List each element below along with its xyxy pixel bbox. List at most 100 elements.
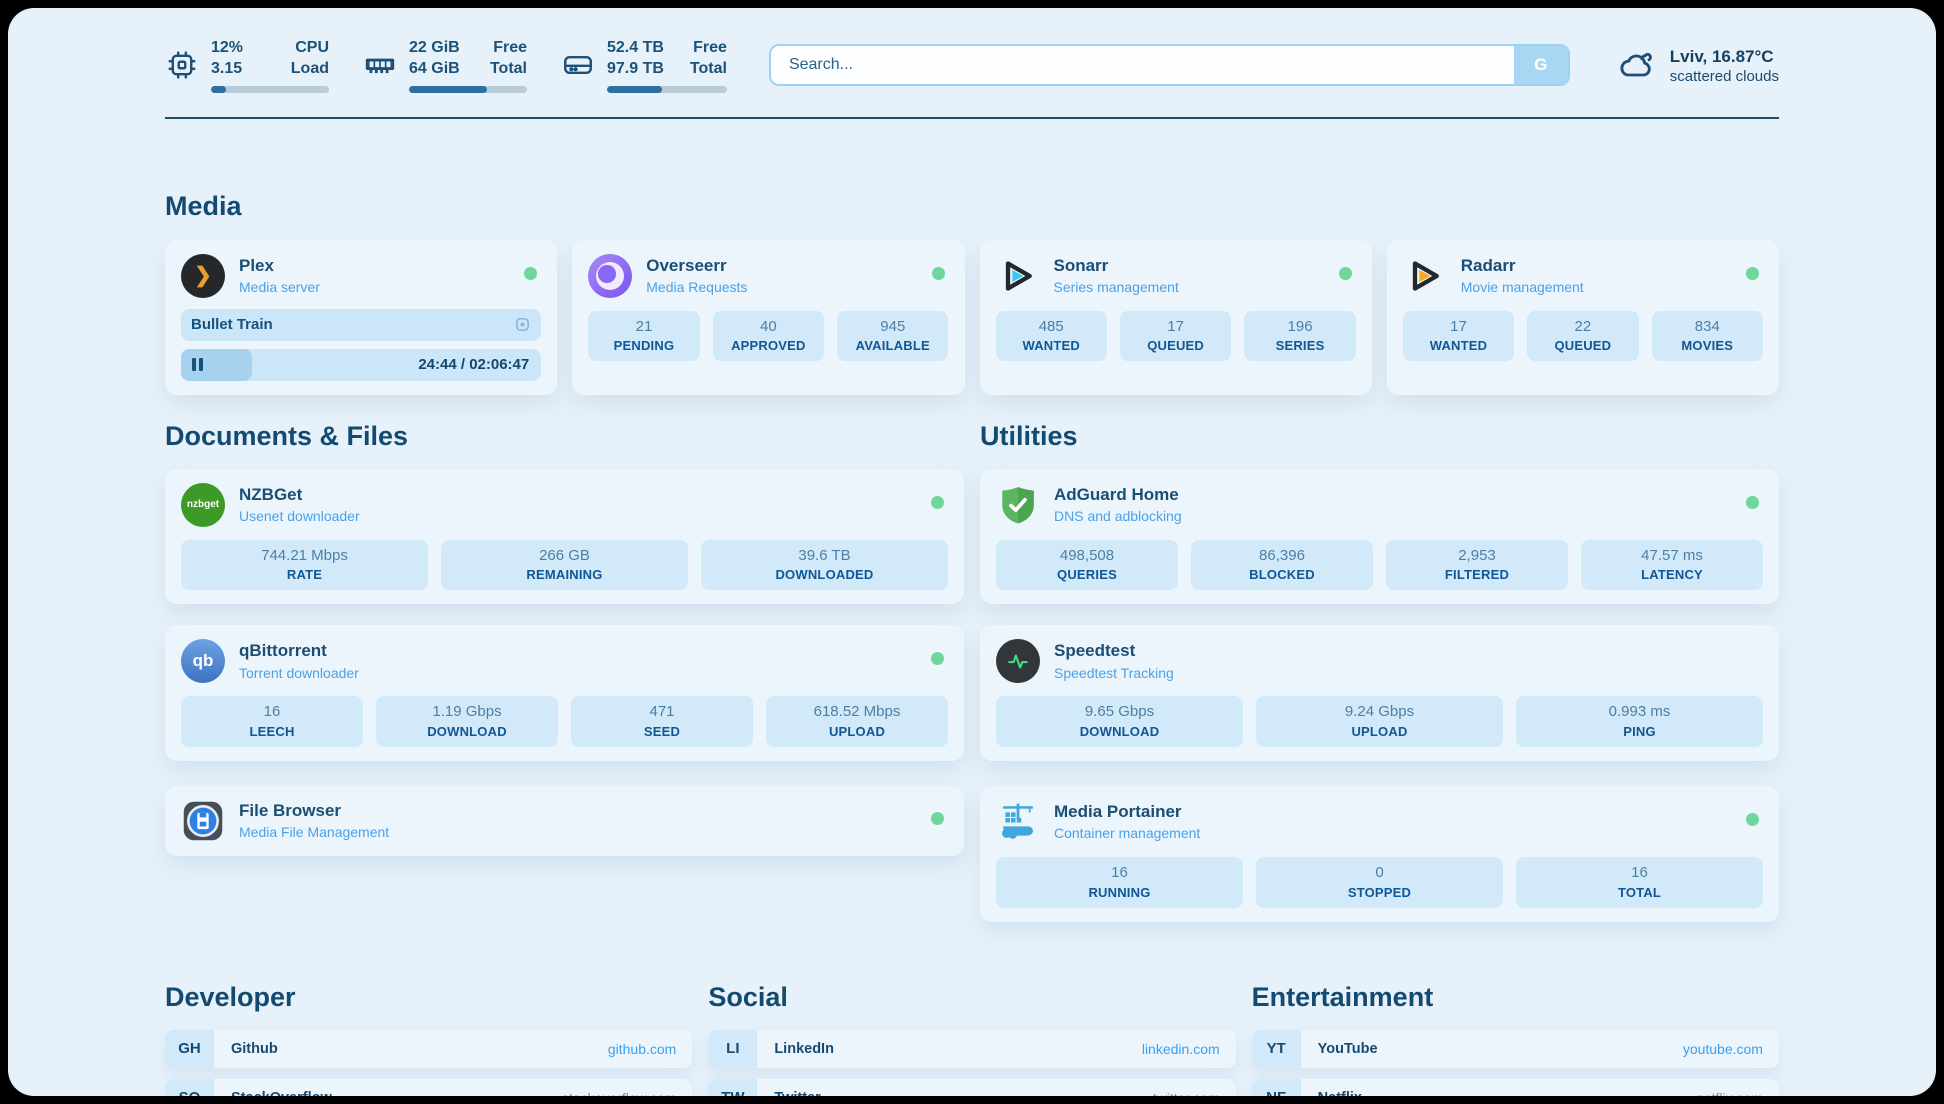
card-sonarr[interactable]: Sonarr Series management 485 WANTED 17 QUE… [979, 239, 1372, 395]
status-online-dot [1746, 813, 1759, 827]
link-youtube[interactable]: YT YouTube youtube.com [1251, 1029, 1779, 1068]
stat-tile: 2,953 FILTERED [1386, 539, 1568, 591]
stat-tile: 196 SERIES [1244, 310, 1356, 362]
stat-tile: 21 PENDING [588, 310, 700, 362]
app-title: AdGuard Home [1054, 484, 1179, 504]
section-heading-utilities: Utilities [980, 420, 1078, 451]
dashboard-page: 12% 3.15 CPU Load [8, 8, 1936, 1096]
app-subtitle: Movie management [1460, 278, 1584, 295]
app-subtitle: Series management [1053, 278, 1179, 295]
playback-time: 24:44 / 02:06:47 [418, 356, 530, 374]
stat-tile: 471 SEED [571, 696, 753, 748]
ram-label-bottom: Total [489, 59, 527, 77]
ram-icon [365, 58, 395, 74]
app-subtitle: Container management [1054, 825, 1201, 842]
speedtest-icon [996, 639, 1040, 684]
link-abbr-badge: LI [708, 1029, 758, 1068]
status-online-dot [1746, 266, 1759, 280]
status-online-dot [1338, 266, 1352, 280]
stat-tile: 0 STOPPED [1256, 857, 1503, 908]
weather-widget: Lviv, 16.87°C scattered clouds [1616, 45, 1779, 85]
cpu-icon [168, 51, 196, 79]
status-online-dot [931, 812, 944, 826]
status-online-dot [524, 266, 538, 280]
search-input[interactable] [770, 46, 1514, 85]
status-online-dot [931, 652, 944, 666]
status-online-dot [1746, 495, 1759, 509]
app-title: NZBGet [239, 484, 303, 504]
stat-tile: 1.19 Gbps DOWNLOAD [376, 696, 558, 748]
card-speedtest[interactable]: Speedtest Speedtest Tracking 9.65 Gbps DO… [980, 625, 1779, 762]
app-subtitle: DNS and adblocking [1054, 507, 1182, 524]
overseerr-icon [588, 253, 633, 298]
disk-progress-bar [607, 85, 727, 93]
pause-icon[interactable] [192, 358, 203, 372]
stat-tile: 47.57 ms LATENCY [1581, 539, 1763, 591]
app-title: Overseerr [646, 255, 727, 275]
app-title: Media Portainer [1054, 802, 1182, 822]
card-nzbget[interactable]: nzbget NZBGet Usenet downloader 744.21 M… [165, 468, 964, 605]
cpu-label-top: CPU [295, 39, 329, 56]
stat-tile: 22 QUEUED [1527, 310, 1639, 362]
disk-free-value: 52.4 TB [607, 39, 664, 56]
cloud-icon [1620, 53, 1652, 77]
filebrowser-icon [183, 801, 223, 841]
sonarr-icon [1005, 260, 1032, 291]
cpu-progress-bar [211, 85, 329, 93]
video-icon [516, 318, 530, 331]
section-heading-entertainment: Entertainment [1251, 981, 1434, 1012]
disk-label-top: Free [693, 39, 727, 56]
card-portainer[interactable]: Media Portainer Container management 16 R… [980, 786, 1779, 922]
app-subtitle: Media Requests [646, 278, 748, 295]
section-heading-developer: Developer [165, 981, 296, 1012]
stat-tile: 9.65 Gbps DOWNLOAD [996, 696, 1243, 748]
card-adguard[interactable]: AdGuard Home DNS and adblocking 498,508 Q… [980, 468, 1779, 605]
stat-tile: 17 QUEUED [1119, 310, 1232, 362]
portainer-icon [1002, 803, 1034, 839]
stat-tile: 39.6 TB DOWNLOADED [701, 539, 948, 591]
disk-stat: 52.4 TB 97.9 TB Free Total [561, 38, 727, 93]
ram-total-value: 64 GiB [409, 59, 460, 77]
card-overseerr[interactable]: Overseerr Media Requests 21 PENDING 40 APP… [572, 239, 965, 395]
stat-tile: 16 RUNNING [996, 857, 1243, 908]
radarr-icon [1412, 260, 1439, 291]
ram-free-value: 22 GiB [409, 39, 460, 56]
cpu-load-value: 3.15 [211, 59, 243, 77]
stat-tile: 9.24 Gbps UPLOAD [1256, 696, 1503, 748]
disk-total-value: 97.9 TB [607, 59, 664, 77]
nzbget-icon: nzbget [181, 482, 225, 527]
stat-tile: 498,508 QUERIES [996, 539, 1178, 591]
stat-tile: 40 APPROVED [712, 310, 825, 362]
stat-tile: 0.993 ms PING [1516, 696, 1763, 748]
stat-tile: 834 MOVIES [1651, 310, 1763, 362]
link-netflix[interactable]: NF Netflix netflix.com [1251, 1078, 1779, 1096]
app-subtitle: Usenet downloader [239, 507, 360, 524]
app-subtitle: Media File Management [239, 824, 390, 841]
app-subtitle: Torrent downloader [239, 664, 359, 681]
stat-tile: 266 GB REMAINING [441, 539, 688, 591]
link-twitter[interactable]: TW Twitter twitter.com [708, 1078, 1236, 1096]
card-plex[interactable]: ❯ Plex Media server Bullet Train [165, 239, 558, 395]
now-playing-title: Bullet Train [191, 316, 273, 334]
link-abbr-badge: SO [165, 1078, 214, 1096]
link-abbr-badge: YT [1251, 1029, 1301, 1068]
weather-condition: scattered clouds [1669, 67, 1779, 85]
stat-tile: 485 WANTED [995, 310, 1107, 362]
qbittorrent-icon: qb [181, 639, 225, 684]
card-radarr[interactable]: Radarr Movie management 17 WANTED 22 QUEUE… [1386, 239, 1779, 395]
ram-label-top: Free [493, 39, 527, 56]
link-stackoverflow[interactable]: SO StackOverflow stackoverflow.com [165, 1078, 693, 1096]
card-qbittorrent[interactable]: qb qBittorrent Torrent downloader 16 LEEC… [165, 625, 964, 762]
search-engine-button[interactable]: G [1513, 46, 1568, 85]
playback-progress-bar: 24:44 / 02:06:47 [181, 348, 542, 381]
cpu-usage-value: 12% [211, 39, 244, 56]
plex-icon: ❯ [181, 253, 225, 298]
card-filebrowser[interactable]: File Browser Media File Management [165, 786, 964, 857]
adguard-icon [1002, 486, 1034, 523]
stat-tile: 16 TOTAL [1516, 857, 1763, 908]
link-linkedin[interactable]: LI LinkedIn linkedin.com [708, 1029, 1236, 1068]
cpu-label-bottom: Load [290, 59, 329, 77]
link-github[interactable]: GH Github github.com [165, 1029, 693, 1068]
app-title: Speedtest [1054, 641, 1136, 661]
stat-tile: 945 AVAILABLE [837, 310, 949, 362]
